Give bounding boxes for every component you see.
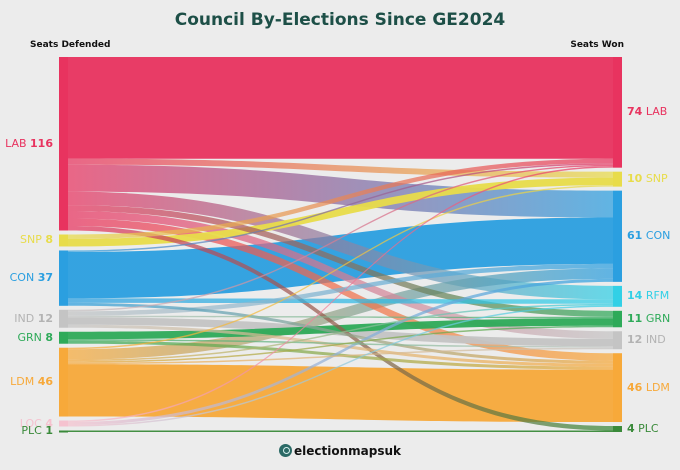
- left-node-ind: [59, 309, 68, 328]
- left-node-loc: [59, 420, 68, 427]
- flow-ind-to-grn: [68, 315, 613, 319]
- flow-ldm-to-rfm: [68, 303, 613, 362]
- left-node-grn: [59, 331, 68, 344]
- flow-loc-to-rfm: [68, 305, 613, 427]
- left-label-grn: GRN 8: [3, 330, 53, 344]
- flow-ldm-to-ind: [68, 347, 613, 365]
- label-party: PLC: [638, 422, 659, 435]
- flow-lab-to-plc: [68, 226, 613, 431]
- label-seats: 46: [627, 380, 643, 394]
- label-seats: 8: [45, 330, 53, 344]
- flow-lab-to-ind: [68, 211, 613, 339]
- left-node-snp: [59, 234, 68, 247]
- label-party: CON: [645, 229, 671, 243]
- right-node-con: [613, 190, 622, 282]
- right-label-plc: 4 PLC: [627, 423, 659, 435]
- left-node-ldm: [59, 347, 68, 417]
- right-node-snp: [613, 171, 622, 187]
- left-label-con: CON 37: [3, 272, 53, 284]
- flow-loc-to-con: [68, 278, 613, 426]
- label-party: LOC: [19, 416, 42, 430]
- flow-con-to-rfm: [68, 298, 613, 304]
- flow-lab-to-con: [68, 164, 613, 218]
- flow-ind-to-lab: [68, 164, 613, 312]
- label-party: CON: [9, 271, 35, 285]
- flow-ind-to-con: [68, 263, 613, 316]
- label-seats: 61: [627, 229, 643, 243]
- label-party: LAB: [645, 105, 668, 119]
- flow-ldm-to-snp: [68, 185, 613, 350]
- label-party: IND: [14, 311, 35, 325]
- left-label-snp: SNP 8: [3, 234, 53, 246]
- flow-lab-to-grn: [68, 205, 613, 317]
- right-label-ind: 12 IND: [627, 334, 666, 346]
- flow-plc-to-plc: [68, 430, 613, 432]
- right-label-rfm: 14 RFM: [627, 290, 669, 302]
- left-label-loc: LOC 4: [3, 416, 53, 430]
- brand-name: electionmapsuk: [294, 444, 401, 458]
- right-node-ldm: [613, 353, 622, 423]
- left-node-lab: [59, 57, 68, 231]
- flow-links: [68, 57, 613, 432]
- right-label-lab: 74 LAB: [627, 106, 667, 118]
- label-seats: 8: [45, 233, 53, 247]
- label-seats: 74: [627, 105, 643, 119]
- right-label-ldm: 46 LDM: [627, 380, 670, 394]
- right-node-lab: [613, 57, 622, 168]
- label-seats: 4: [627, 422, 635, 435]
- label-seats: 4: [45, 416, 53, 430]
- label-party: IND: [645, 333, 666, 347]
- chart-title: Council By-Elections Since GE2024: [174, 10, 506, 30]
- label-party: GRN: [645, 312, 671, 326]
- flow-snp-to-snp: [68, 177, 613, 247]
- label-party: PLC: [21, 424, 42, 438]
- flow-ind-to-ldm: [68, 324, 613, 367]
- seats-won-header: Seats Won: [570, 40, 624, 50]
- label-seats: 12: [627, 333, 643, 347]
- flow-con-to-lab: [68, 163, 613, 252]
- right-label-con: 61 CON: [627, 230, 670, 242]
- right-node-rfm: [613, 285, 622, 307]
- brand-footer: electionmapsuk: [0, 444, 680, 458]
- left-node-con: [59, 250, 68, 306]
- seats-defended-header: Seats Defended: [30, 40, 111, 50]
- label-seats: 46: [37, 375, 53, 389]
- label-party: LAB: [5, 136, 27, 150]
- flow-snp-to-lab: [68, 158, 613, 239]
- label-party: LDM: [645, 380, 670, 394]
- left-label-lab: LAB 116: [3, 136, 53, 150]
- label-seats: 10: [627, 172, 643, 186]
- right-node-plc: [613, 426, 622, 432]
- label-party: SNP: [645, 172, 668, 186]
- label-party: SNP: [19, 233, 42, 247]
- right-label-grn: 11 GRN: [627, 313, 670, 325]
- brand-logo-icon: [279, 444, 292, 457]
- label-party: LDM: [10, 375, 35, 389]
- label-seats: 11: [627, 312, 643, 326]
- left-label-ldm: LDM 46: [3, 376, 53, 388]
- flow-loc-to-lab: [68, 166, 613, 423]
- label-seats: 116: [30, 136, 53, 150]
- flow-ldm-to-grn: [68, 325, 613, 363]
- right-node-grn: [613, 310, 622, 328]
- right-node-ind: [613, 331, 622, 350]
- label-seats: 14: [627, 289, 643, 303]
- left-label-ind: IND 12: [3, 311, 53, 325]
- label-seats: 12: [37, 311, 53, 325]
- right-label-snp: 10 SNP: [627, 173, 668, 185]
- party-nodes: [59, 57, 622, 433]
- label-seats: 37: [37, 271, 53, 285]
- flow-ldm-to-con: [68, 268, 613, 360]
- left-label-plc: PLC 1: [3, 425, 53, 437]
- flow-ldm-to-ldm: [68, 364, 613, 423]
- left-node-plc: [59, 430, 68, 433]
- label-party: RFM: [645, 289, 670, 303]
- label-party: GRN: [17, 330, 42, 344]
- flow-lab-to-rfm: [68, 191, 613, 300]
- label-seats: 1: [45, 424, 53, 438]
- flow-lab-to-lab: [68, 57, 613, 159]
